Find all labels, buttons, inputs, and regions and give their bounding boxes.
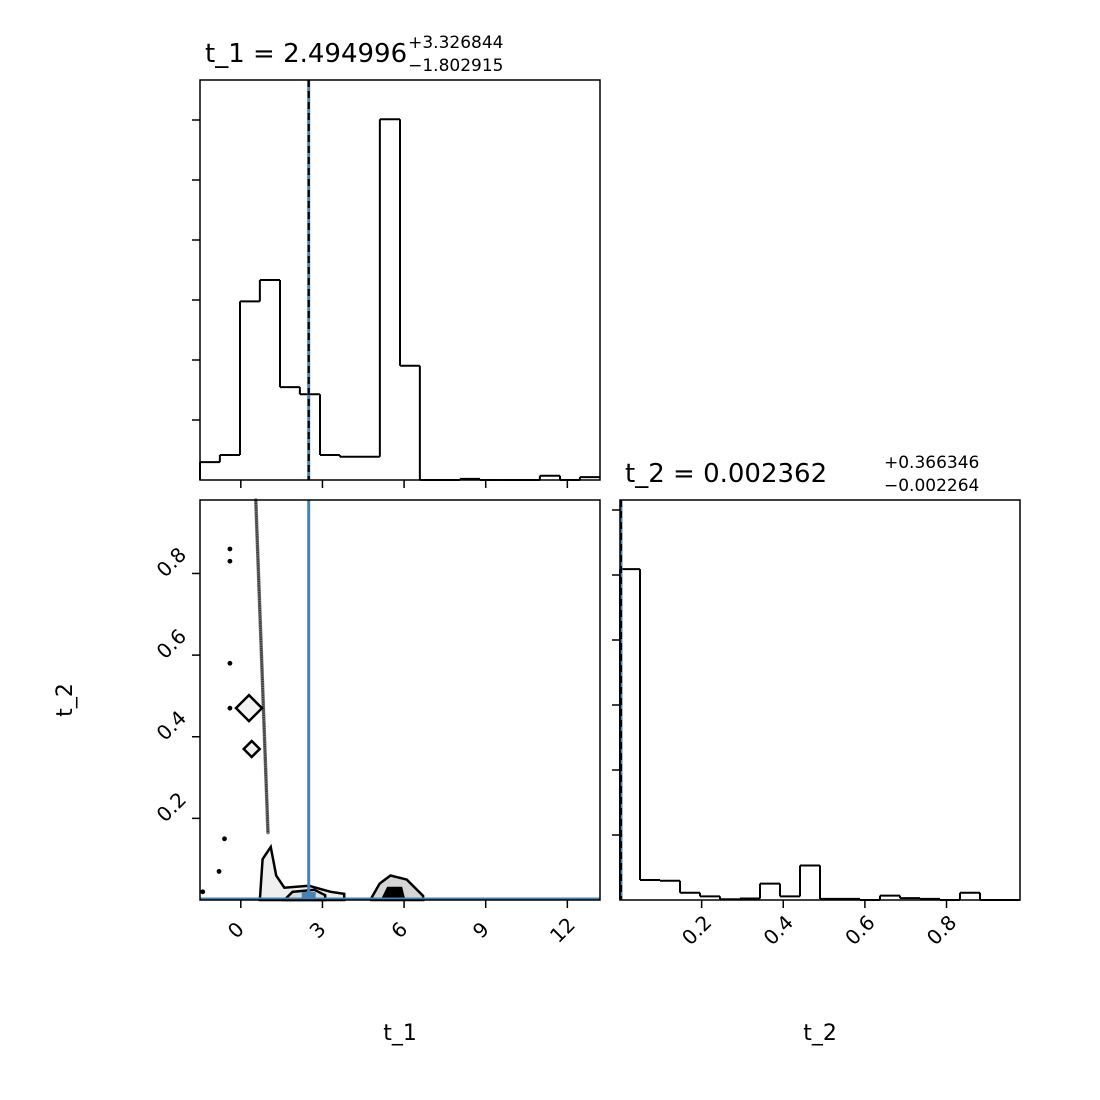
joint-contour-diamond bbox=[234, 693, 264, 723]
joint-truth-marker bbox=[301, 892, 316, 900]
joint-xtick-label: 9 bbox=[468, 917, 494, 943]
joint-contour-outer bbox=[258, 843, 346, 902]
joint-sample-point bbox=[266, 830, 270, 835]
t2-histogram-title: t_2 = 0.002362 bbox=[625, 459, 827, 489]
joint-panel-frame bbox=[199, 499, 601, 901]
t2-xtick-label: 0.4 bbox=[759, 910, 798, 949]
t1-histogram-panel: t_1 = 2.494996 +3.326844 −1.802915 bbox=[192, 33, 601, 488]
joint-contour-diamond bbox=[241, 739, 262, 759]
t1-title-minus-error: −1.802915 bbox=[408, 56, 503, 76]
t1-histogram-frame bbox=[199, 79, 601, 481]
joint-outlier-point bbox=[227, 558, 233, 564]
t2-xtick-label: 0.6 bbox=[840, 910, 879, 949]
t1-histogram-title: t_1 = 2.494996 bbox=[205, 39, 407, 69]
t2-histogram-frame bbox=[619, 499, 1021, 901]
y-axis-label-t2: t_2 bbox=[53, 683, 78, 717]
joint-outlier-point bbox=[216, 869, 222, 874]
x-axis-label-t1: t_1 bbox=[383, 1021, 417, 1046]
t2-xtick-label: 0.8 bbox=[922, 910, 961, 949]
t1-t2-joint-panel: 0 3 6 9 12 0.2 0.4 0.6 0.8 t_1 t_2 bbox=[53, 498, 601, 1046]
joint-outlier-point bbox=[200, 889, 206, 895]
joint-outlier-point bbox=[227, 705, 233, 711]
t2-histogram-panel: 0.2 0.4 0.6 0.8 t_2 = 0.002362 +0.366346 −0… bbox=[612, 453, 1021, 1046]
joint-xtick-label: 3 bbox=[305, 917, 331, 943]
joint-outlier-point bbox=[227, 546, 233, 552]
x-axis-label-t2: t_2 bbox=[803, 1021, 837, 1046]
joint-xtick-label: 6 bbox=[386, 917, 412, 943]
joint-xtick-label: 12 bbox=[545, 913, 580, 948]
joint-ytick-label: 0.4 bbox=[152, 706, 191, 745]
joint-xtick-label: 0 bbox=[223, 917, 249, 943]
t2-title-minus-error: −0.002264 bbox=[884, 476, 979, 496]
joint-outlier-point bbox=[222, 836, 227, 842]
t2-title-plus-error: +0.366346 bbox=[884, 453, 979, 473]
joint-ytick-label: 0.2 bbox=[152, 787, 191, 826]
t2-xtick-label: 0.2 bbox=[677, 910, 716, 949]
joint-ytick-label: 0.6 bbox=[152, 624, 191, 663]
joint-ytick-label: 0.8 bbox=[152, 542, 191, 581]
joint-outlier-point bbox=[227, 660, 233, 666]
t1-title-plus-error: +3.326844 bbox=[408, 33, 503, 53]
